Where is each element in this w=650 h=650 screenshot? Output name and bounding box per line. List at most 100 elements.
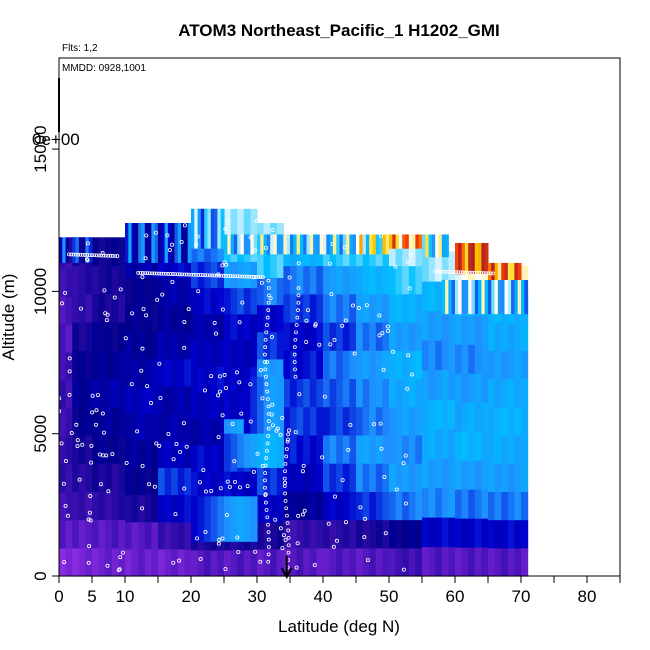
track-point bbox=[252, 248, 257, 253]
track-point bbox=[209, 488, 214, 493]
heatmap-cell bbox=[329, 547, 337, 577]
heatmap-cell bbox=[448, 487, 456, 518]
heatmap-cell bbox=[184, 521, 192, 550]
heatmap-cell bbox=[184, 331, 192, 360]
track-point bbox=[365, 558, 370, 563]
heatmap-cell bbox=[349, 547, 357, 577]
heatmap-cell bbox=[118, 293, 126, 323]
heatmap-cell bbox=[474, 315, 482, 345]
heatmap-cell bbox=[125, 358, 133, 387]
track-point bbox=[377, 333, 382, 338]
heatmap-cell bbox=[336, 547, 344, 577]
heatmap-cell bbox=[402, 547, 410, 577]
heatmap-cell bbox=[494, 519, 502, 549]
heatmap-cell bbox=[125, 385, 133, 414]
heatmap-cell bbox=[144, 223, 149, 263]
heatmap-cell bbox=[210, 444, 218, 472]
heatmap-cell bbox=[197, 392, 205, 420]
track-point bbox=[170, 279, 175, 284]
heatmap-cell bbox=[177, 223, 182, 263]
heatmap-cell bbox=[389, 491, 397, 521]
track-point bbox=[103, 253, 108, 258]
heatmap-cell bbox=[283, 491, 291, 521]
track-point bbox=[293, 337, 298, 342]
track-point bbox=[407, 286, 412, 291]
track-point bbox=[226, 218, 231, 223]
track-point bbox=[205, 273, 210, 278]
heatmap-cell bbox=[92, 265, 100, 295]
heatmap-cell bbox=[283, 406, 291, 436]
heatmap-cell bbox=[415, 378, 423, 408]
heatmap-cell bbox=[303, 234, 307, 255]
track-point bbox=[285, 437, 290, 442]
heatmap-cell bbox=[441, 399, 449, 430]
heatmap-cell bbox=[191, 392, 199, 420]
track-point bbox=[69, 252, 74, 257]
track-point bbox=[194, 272, 198, 277]
heatmap-cell bbox=[316, 547, 324, 577]
track-point bbox=[129, 382, 134, 387]
track-point bbox=[284, 447, 289, 451]
heatmap-cell bbox=[270, 358, 278, 387]
heatmap-cell bbox=[356, 265, 364, 295]
track-point bbox=[263, 478, 267, 483]
heatmap-cell bbox=[85, 265, 93, 295]
track-point bbox=[94, 253, 99, 258]
heatmap-cell bbox=[184, 277, 192, 306]
heatmap-cell bbox=[131, 440, 139, 469]
track-point bbox=[285, 513, 289, 518]
y-axis-label: Altitude (m) bbox=[0, 274, 18, 361]
track-point bbox=[282, 484, 287, 488]
heatmap-cell bbox=[521, 547, 529, 577]
track-point bbox=[203, 489, 208, 494]
heatmap-cell bbox=[283, 378, 291, 408]
heatmap-cell bbox=[488, 463, 496, 492]
track-point bbox=[382, 474, 387, 479]
heatmap-cell bbox=[313, 234, 317, 255]
heatmap-cell bbox=[177, 385, 185, 414]
heatmap-cell bbox=[507, 434, 515, 464]
heatmap-cell bbox=[514, 434, 522, 464]
heatmap-cell bbox=[204, 313, 212, 341]
heatmap-cell bbox=[111, 434, 119, 464]
heatmap-cell bbox=[111, 378, 119, 408]
heatmap-cell bbox=[250, 208, 258, 236]
track-point bbox=[265, 515, 270, 520]
heatmap-cell bbox=[276, 467, 284, 496]
heatmap-cell bbox=[309, 434, 317, 464]
heatmap-cell bbox=[138, 358, 146, 387]
heatmap-cell bbox=[85, 350, 93, 380]
heatmap-cell bbox=[395, 463, 403, 492]
heatmap-cell bbox=[214, 208, 218, 249]
track-point bbox=[322, 394, 327, 399]
track-point bbox=[94, 422, 99, 427]
heatmap-cell bbox=[59, 380, 67, 409]
heatmap-cell bbox=[144, 331, 152, 360]
heatmap-cell bbox=[369, 547, 377, 577]
track-point bbox=[232, 479, 237, 484]
heatmap-cell bbox=[435, 428, 443, 459]
heatmap-cell bbox=[408, 265, 416, 295]
heatmap-cell bbox=[481, 431, 489, 461]
heatmap-cell bbox=[415, 547, 423, 577]
track-point bbox=[130, 311, 135, 316]
track-point bbox=[220, 413, 225, 418]
heatmap-cell bbox=[481, 518, 489, 548]
heatmap-cell bbox=[98, 378, 106, 408]
heatmap-cell bbox=[217, 549, 225, 577]
heatmap-cell bbox=[375, 321, 383, 351]
heatmap-cell bbox=[283, 350, 291, 380]
heatmap-cell bbox=[349, 491, 357, 521]
heatmap-cell bbox=[494, 463, 502, 492]
heatmap-cell bbox=[237, 313, 245, 341]
heatmap-cell bbox=[98, 406, 106, 436]
track-point bbox=[362, 217, 367, 222]
heatmap-cell bbox=[369, 265, 377, 295]
heatmap-cell bbox=[237, 339, 245, 367]
heatmap-cell bbox=[435, 517, 443, 548]
track-point bbox=[237, 320, 242, 325]
heatmap-cell bbox=[488, 322, 496, 351]
heatmap-cell bbox=[171, 358, 179, 387]
heatmap-cell bbox=[385, 234, 390, 255]
heatmap-cell bbox=[428, 546, 436, 577]
